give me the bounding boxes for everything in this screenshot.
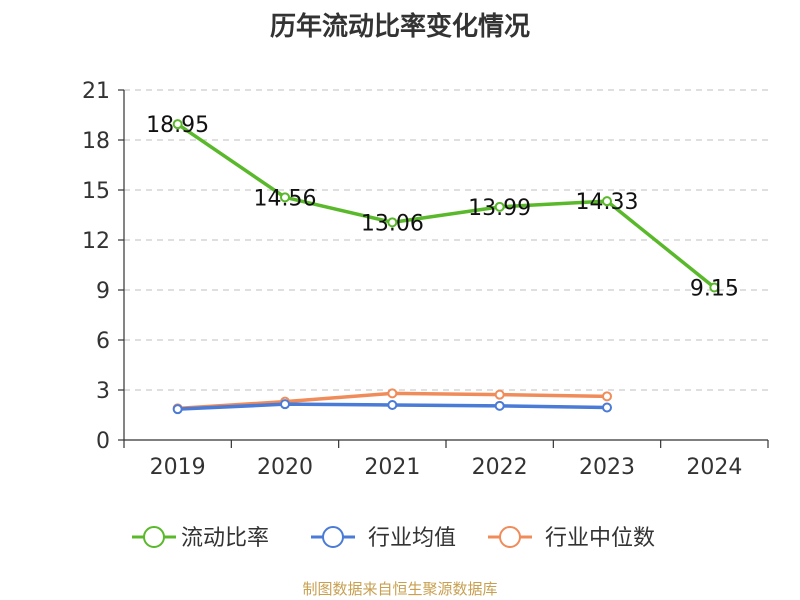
- data-point: [494, 400, 505, 411]
- data-label: 13.06: [361, 211, 424, 236]
- data-label: 14.56: [254, 186, 317, 211]
- chart-title: 历年流动比率变化情况: [269, 12, 530, 42]
- data-point: [387, 388, 398, 399]
- legend[interactable]: 流动比率 行业均值 行业中位数: [132, 526, 655, 551]
- x-tick-label: 2020: [257, 455, 313, 480]
- legend-label: 行业中位数: [545, 526, 655, 551]
- data-point: [709, 282, 720, 293]
- data-label: 9.15: [690, 277, 739, 302]
- data-point: [280, 192, 290, 203]
- y-tick-label: 12: [82, 229, 110, 254]
- y-tick-label: 15: [82, 179, 110, 204]
- data-point: [387, 400, 398, 410]
- legend-item[interactable]: 行业均值: [311, 526, 456, 551]
- x-tick-label: 2024: [686, 455, 742, 480]
- data-point: [602, 196, 612, 207]
- axes: 0 3 6 9 12 15 18 21 2019 2020 2021 2022 2023 2024: [82, 79, 769, 480]
- y-tick-label: 3: [96, 379, 110, 404]
- legend-marker: [143, 526, 165, 548]
- y-tick-label: 0: [96, 429, 110, 454]
- data-point: [602, 402, 612, 413]
- legend-item[interactable]: 流动比率: [132, 526, 269, 551]
- grid-lines: [124, 89, 768, 391]
- data-point: [280, 399, 290, 410]
- series-line: [176, 122, 716, 289]
- data-labels: 18.95 14.56 13.06 13.99 14.33 9.15: [146, 113, 739, 301]
- data-point: [172, 404, 183, 415]
- y-tick-label: 18: [82, 129, 110, 154]
- data-label: 14.33: [576, 190, 639, 215]
- y-tick-label: 21: [82, 79, 110, 104]
- data-label: 18.95: [146, 113, 209, 138]
- y-tick-label: 9: [96, 279, 110, 304]
- data-point: [494, 389, 505, 400]
- data-point: [602, 391, 612, 402]
- legend-marker: [499, 526, 521, 548]
- legend-label: 流动比率: [181, 526, 269, 551]
- legend-marker: [322, 526, 344, 548]
- data-point: [172, 119, 183, 130]
- y-tick-label: 6: [96, 329, 110, 354]
- legend-label: 行业均值: [368, 526, 456, 551]
- legend-item[interactable]: 行业中位数: [488, 526, 655, 551]
- data-point: [387, 217, 398, 228]
- source-note: 制图数据来自恒生聚源数据库: [302, 580, 498, 598]
- series-layer: [172, 119, 720, 415]
- x-tick-label: 2021: [364, 455, 420, 480]
- x-tick-label: 2023: [579, 455, 635, 480]
- x-tick-label: 2019: [150, 455, 206, 480]
- x-tick-label: 2022: [472, 455, 528, 480]
- data-point: [494, 201, 505, 212]
- data-label: 13.99: [468, 196, 531, 221]
